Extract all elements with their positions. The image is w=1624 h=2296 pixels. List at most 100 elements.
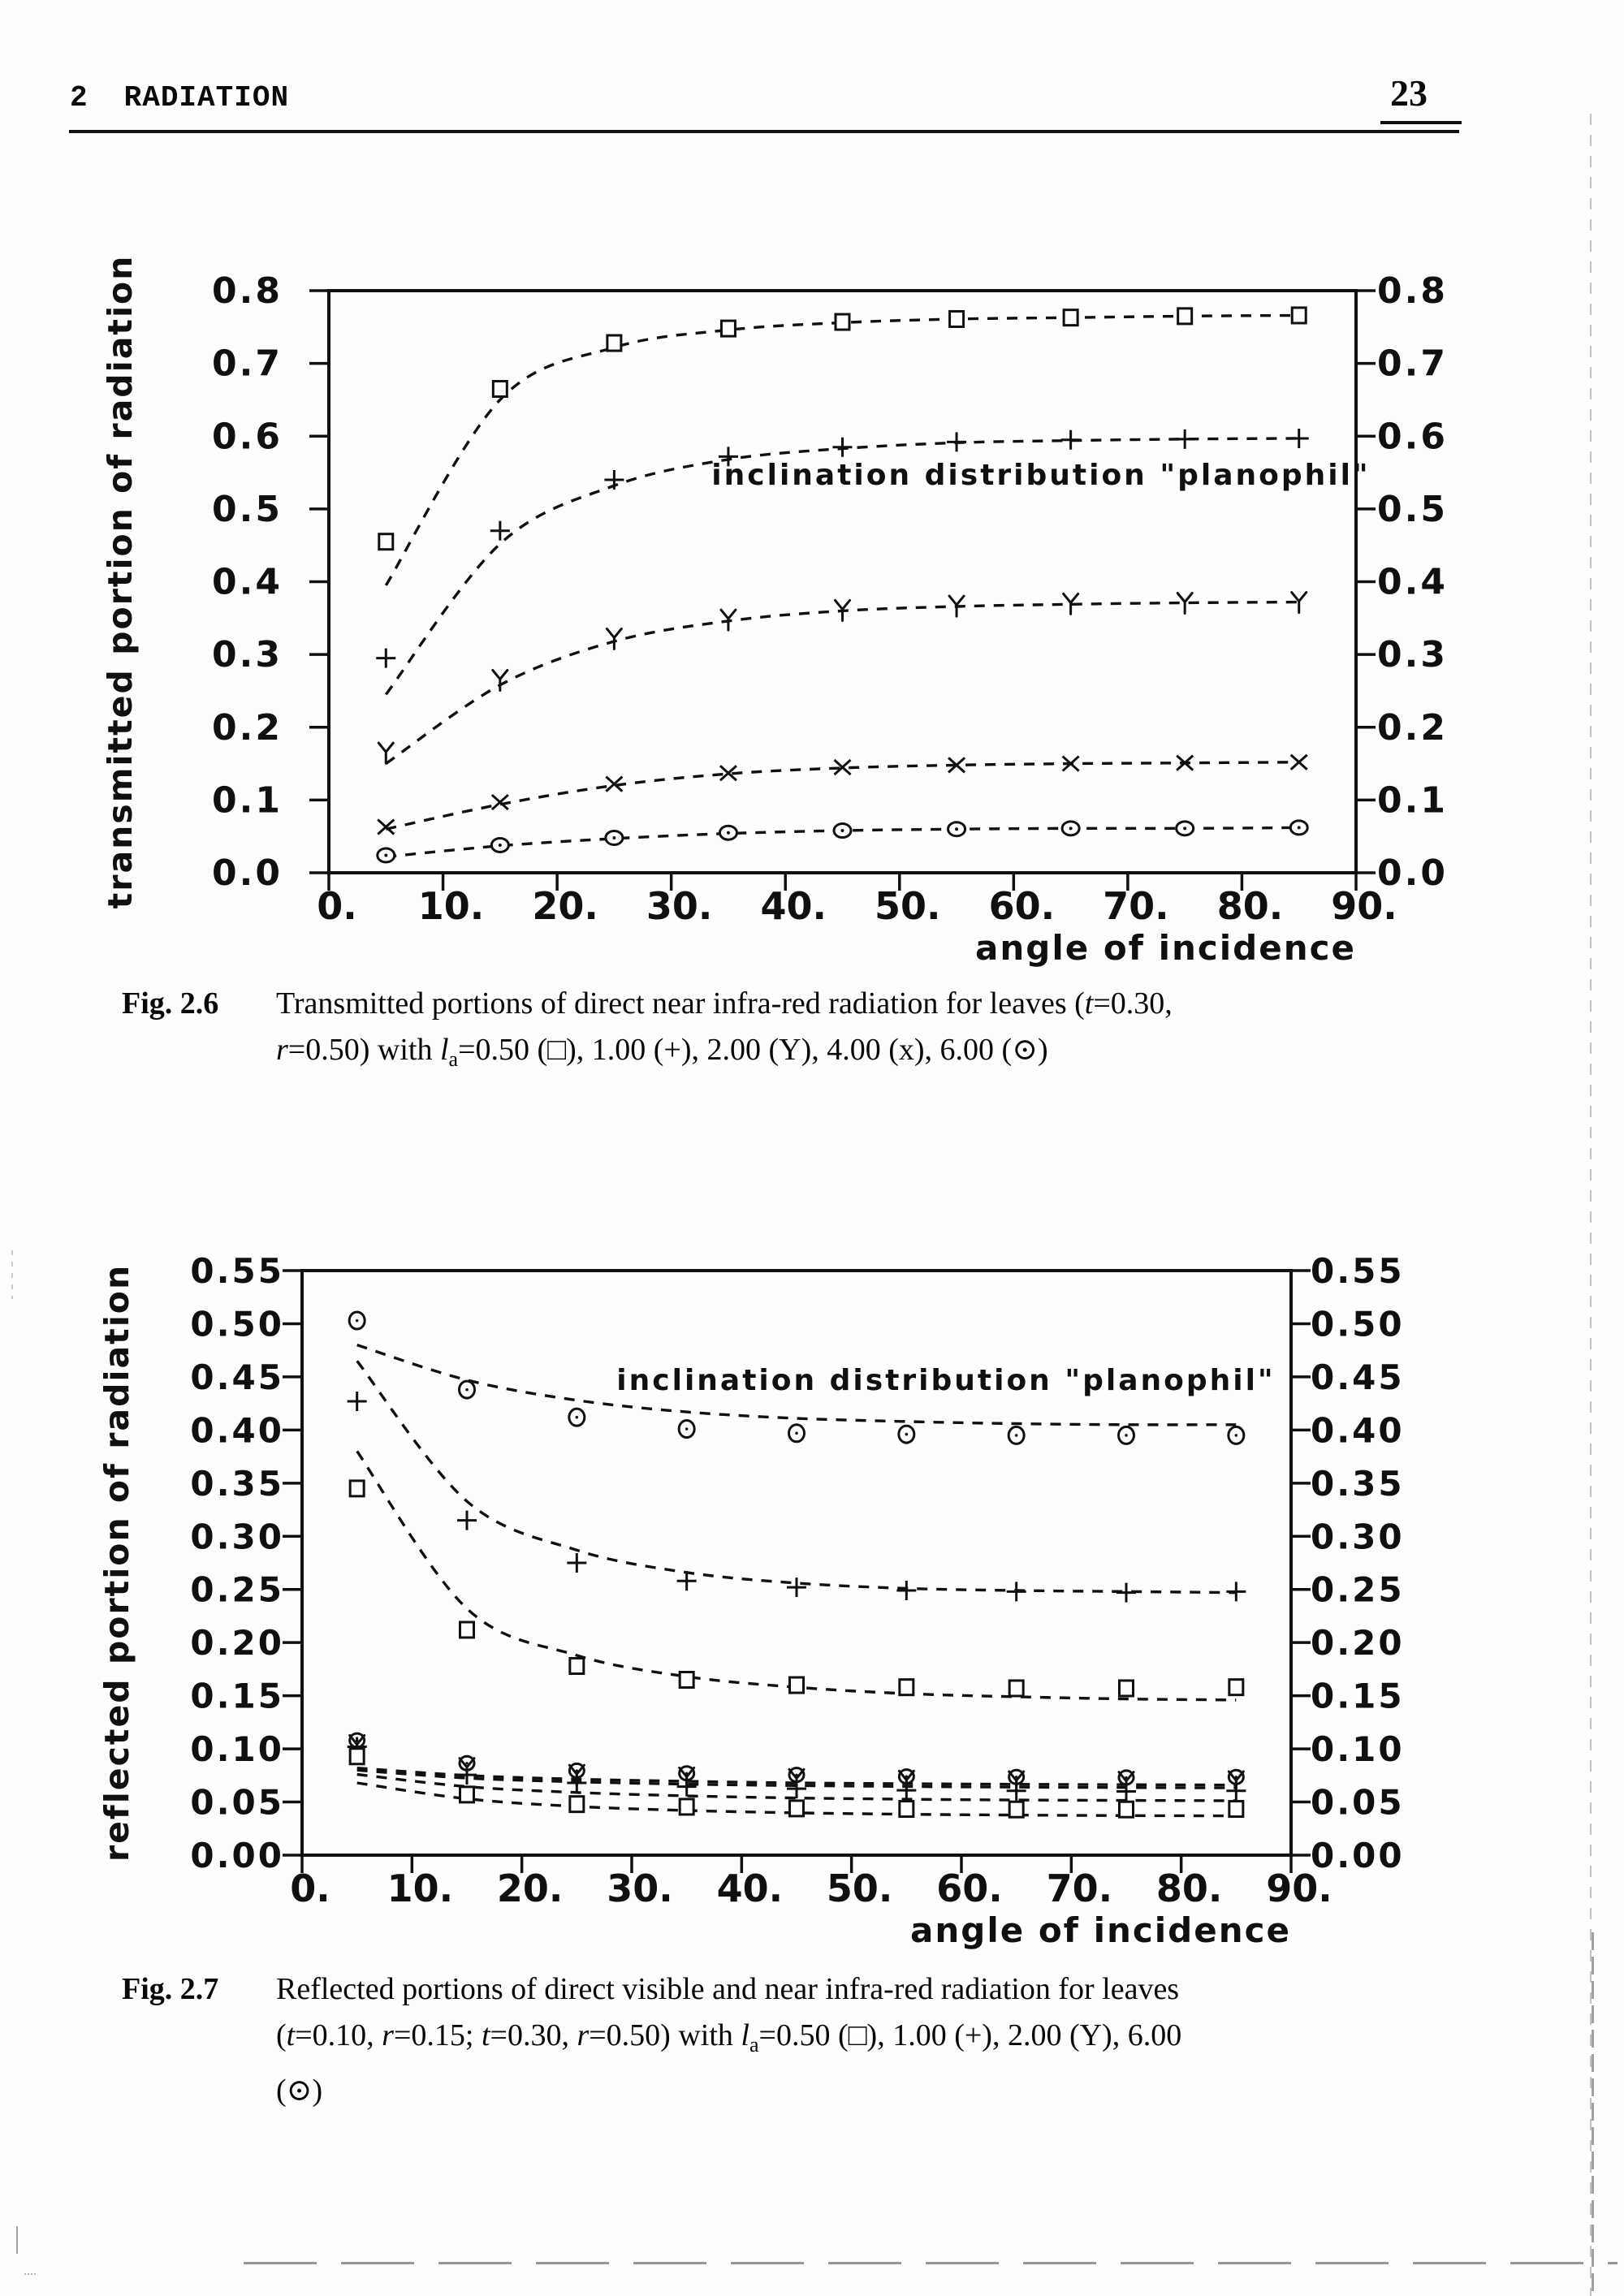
fig26-y-tick-label-left: 0.4	[212, 562, 283, 603]
figure-2-6-caption-text: Transmitted portions of direct near infr…	[276, 981, 1389, 1082]
fig26-y-tick-label-left: 0.0	[212, 852, 283, 894]
fig27-x-tick-label: 60.	[936, 1867, 1003, 1910]
fig26-y-tick-label-left: 0.7	[212, 343, 283, 385]
caption-line: (t=0.10, r=0.15; t=0.30, r=0.50) with la…	[276, 2018, 1182, 2056]
fig26-curve-la050	[384, 313, 1299, 586]
figure-2-6-label: Fig. 2.6	[122, 986, 219, 1021]
page-number-underline	[1380, 121, 1462, 124]
fig26-series-la400	[377, 753, 1308, 835]
fig27-x-axis: 0. 10. 20. 30. 40. 50. 60. 70. 80. 90.	[290, 1855, 1332, 1910]
fig27-curve-vis-la050	[356, 1781, 1237, 1818]
fig26-x-tick-label: 60.	[989, 884, 1056, 928]
fig26-y-tick-label-right: 0.1	[1377, 779, 1448, 821]
figure-2-7-caption: Fig. 2.7 Reflected portions of direct vi…	[122, 1966, 1389, 2153]
fig26-y-tick-label-right: 0.3	[1377, 634, 1448, 675]
fig26-y-tick-label-right: 0.4	[1377, 562, 1448, 603]
fig26-x-tick-label: 30.	[646, 884, 713, 928]
fig27-x-tick-label: 70.	[1047, 1867, 1113, 1910]
fig27-y-tick-label-left: 0.25	[190, 1570, 284, 1610]
fig27-y-tick-label-left: 0.30	[190, 1517, 284, 1556]
fig27-series-vis-la050	[348, 1747, 1245, 1819]
scan-artifact-left-squiggle	[24, 2265, 36, 2275]
fig26-x-tick-label: 90.	[1331, 884, 1397, 928]
fig27-inplot-title: inclination distribution "planophil"	[616, 1364, 1275, 1397]
fig27-x-tick-label: 40.	[717, 1867, 784, 1910]
fig27-y-tick-label-right: 0.40	[1311, 1410, 1405, 1450]
fig26-y-tick-label-left: 0.8	[212, 270, 283, 312]
fig26-y-tick-label-left: 0.1	[212, 779, 283, 821]
figure-2-7-caption-text: Reflected portions of direct visible and…	[276, 1966, 1389, 2114]
fig26-y-tick-label-right: 0.5	[1377, 489, 1448, 530]
fig27-y-tick-label-left: 0.55	[190, 1251, 284, 1291]
fig27-x-tick-label: 80.	[1156, 1867, 1223, 1910]
fig26-x-tick-label: 0.	[317, 884, 356, 928]
fig27-y-axis: 0.00 0.00 0.05 0.05 0.10 0.10 0.15 0.15 0.20 0.20…	[190, 1251, 1405, 1875]
fig27-series-nir-la050	[348, 1479, 1245, 1698]
scan-artifact-bottom-line	[244, 2262, 1618, 2264]
fig27-plot-frame	[300, 1269, 1293, 1857]
fig26-x-tick-label: 10.	[418, 884, 485, 928]
fig26-y-tick-label-left: 0.5	[212, 489, 283, 530]
fig27-y-tick-label-right: 0.50	[1311, 1304, 1405, 1344]
fig27-chart: 0. 10. 20. 30. 40. 50. 60. 70. 80. 90.0.00 0.000.0…	[97, 1251, 1405, 1950]
fig26-series-la050	[378, 306, 1307, 551]
fig26-series-la100	[376, 428, 1309, 668]
fig27-y-tick-label-left: 0.05	[190, 1783, 284, 1823]
fig26-plot-frame	[327, 289, 1358, 874]
fig26-curve-la100	[384, 437, 1299, 696]
fig27-y-tick-label-right: 0.05	[1311, 1783, 1405, 1823]
fig26-y-tick-label-right: 0.8	[1377, 270, 1448, 312]
fig26-series-la600	[376, 819, 1309, 864]
fig27-x-tick-label: 90.	[1266, 1867, 1332, 1910]
fig27-curve-nir-la600	[356, 1343, 1237, 1426]
fig26-y-axis-title: transmitted portion of radiation	[101, 255, 140, 909]
fig27-x-tick-label: 30.	[607, 1867, 673, 1910]
fig26-chart: 0. 10. 20. 30. 40. 50. 60. 70. 80. 90.0.0 0.00.1 0.…	[101, 255, 1448, 968]
fig27-y-tick-label-left: 0.45	[190, 1357, 284, 1397]
scan-artifact-left-mark	[16, 2226, 18, 2254]
fig27-y-tick-label-left: 0.00	[190, 1836, 284, 1875]
caption-line: (⊙)	[276, 2074, 323, 2108]
fig26-x-axis: 0. 10. 20. 30. 40. 50. 60. 70. 80. 90.	[317, 873, 1397, 928]
fig27-curve-vis-la200	[356, 1768, 1237, 1789]
fig27-x-tick-label: 0.	[290, 1867, 330, 1910]
fig27-x-tick-label: 10.	[387, 1867, 454, 1910]
fig27-y-tick-label-right: 0.10	[1311, 1729, 1405, 1769]
chapter-title: RADIATION	[123, 81, 290, 114]
fig26-curve-la400	[385, 761, 1299, 831]
running-header: 2 RADIATION	[70, 81, 289, 114]
fig26-curve-la200	[385, 600, 1299, 765]
fig26-x-tick-label: 50.	[875, 884, 941, 928]
fig26-y-tick-label-right: 0.2	[1377, 707, 1448, 749]
fig26-x-tick-label: 20.	[532, 884, 598, 928]
fig27-y-tick-label-left: 0.10	[190, 1729, 284, 1769]
fig27-y-axis-title: reflected portion of radiation	[97, 1264, 136, 1862]
fig27-series-nir-la600	[348, 1310, 1246, 1445]
fig27-x-tick-label: 50.	[827, 1867, 893, 1910]
fig27-x-axis-title: angle of incidence	[910, 1910, 1291, 1950]
scan-artifact-right-edge	[1590, 114, 1592, 2296]
scan-artifact-right-edge-dark	[1592, 1932, 1594, 2296]
fig27-y-tick-label-right: 0.30	[1311, 1517, 1405, 1556]
fig27-y-tick-label-right: 0.00	[1311, 1836, 1405, 1875]
fig27-series-vis-la100	[347, 1737, 1246, 1802]
fig26-series-la200	[377, 591, 1308, 765]
fig26-y-tick-label-right: 0.7	[1377, 343, 1448, 385]
scan-artifact-left-dots	[11, 1250, 13, 1299]
figure-2-7-label: Fig. 2.7	[122, 1972, 219, 2006]
fig26-y-tick-label-left: 0.6	[212, 416, 283, 457]
fig27-series-nir-la100	[347, 1392, 1246, 1603]
chapter-number: 2	[70, 81, 89, 114]
fig27-y-tick-label-left: 0.35	[190, 1464, 284, 1504]
page-number: 23	[1390, 72, 1427, 114]
fig26-x-axis-title: angle of incidence	[975, 928, 1356, 968]
fig27-curve-nir-la100	[356, 1360, 1237, 1595]
fig27-y-tick-label-right: 0.20	[1311, 1623, 1405, 1663]
fig27-curve-vis-la100	[356, 1772, 1237, 1802]
header-rule	[69, 130, 1459, 133]
fig27-y-tick-label-right: 0.25	[1311, 1570, 1405, 1610]
fig26-inplot-title: inclination distribution "planophil"	[711, 459, 1370, 492]
fig26-x-tick-label: 80.	[1217, 884, 1284, 928]
